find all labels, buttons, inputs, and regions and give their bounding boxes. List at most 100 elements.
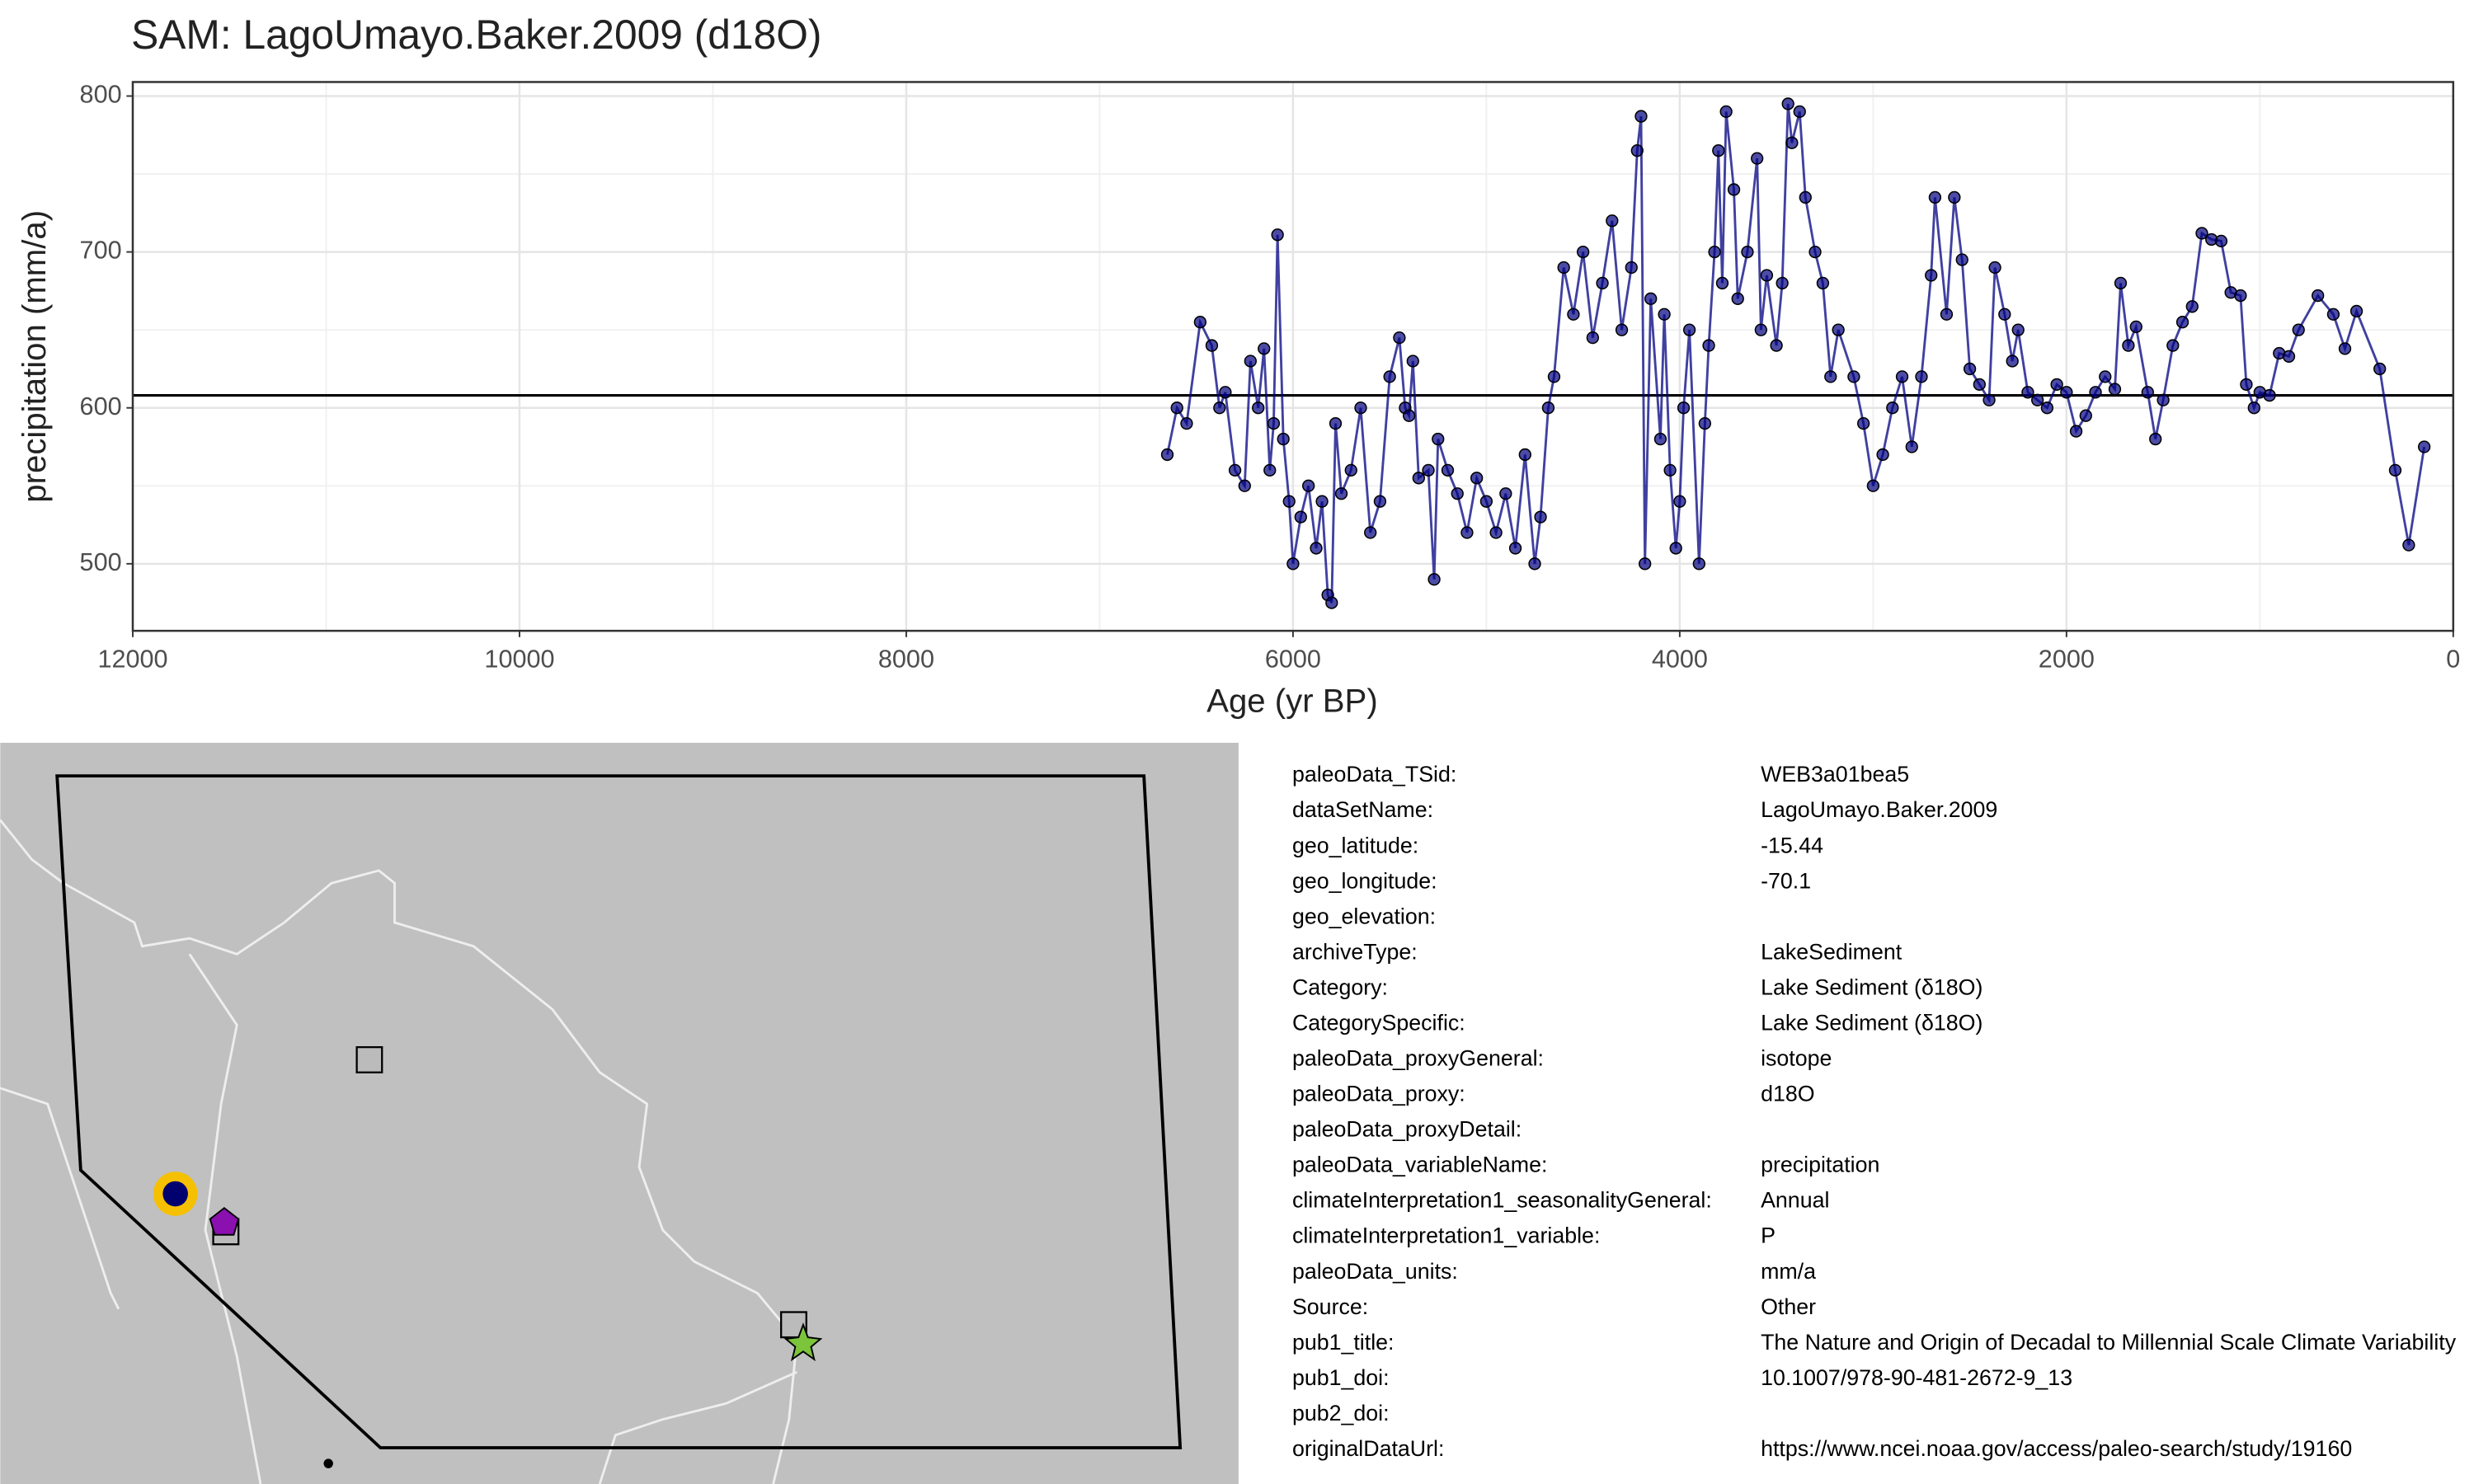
metadata-key: paleoData_proxy: <box>1292 1082 1465 1106</box>
data-point <box>2349 304 2363 318</box>
data-point <box>1205 339 1219 352</box>
x-tick-label: 8000 <box>878 646 934 674</box>
data-point <box>1567 308 1580 321</box>
data-point <box>1422 463 1435 477</box>
data-point <box>1528 557 1541 571</box>
data-point <box>1669 542 1682 555</box>
data-point <box>2079 409 2092 422</box>
metadata-key: geo_longitude: <box>1292 868 1437 893</box>
metadata-value: WEB3a01bea5 <box>1761 762 1909 787</box>
data-point <box>2166 339 2180 352</box>
metadata-key: paleoData_proxyGeneral: <box>1292 1046 1544 1071</box>
data-point <box>1499 487 1512 500</box>
x-tick-label: 0 <box>2446 646 2460 674</box>
data-point <box>1625 261 1638 275</box>
data-point <box>1866 479 1880 492</box>
data-point <box>1302 479 1315 492</box>
data-point <box>2149 432 2162 446</box>
metadata-key: Source: <box>1292 1294 1368 1319</box>
data-point <box>1383 370 1396 383</box>
metadata-value: Lake Sediment (δ18O) <box>1761 1010 1982 1035</box>
data-point <box>2114 276 2128 290</box>
data-point <box>1982 393 1996 406</box>
data-point <box>1886 402 1899 415</box>
data-point <box>1719 105 1733 119</box>
metadata-value: Annual <box>1761 1188 1829 1213</box>
data-point <box>1816 276 1830 290</box>
map-background <box>0 742 1239 1484</box>
metadata-value: -70.1 <box>1761 868 1811 893</box>
metadata-value: https://www.ncei.noaa.gov/access/paleo-s… <box>1761 1436 2352 1461</box>
x-tick-label: 4000 <box>1652 646 1708 674</box>
data-point <box>1856 416 1870 430</box>
data-point <box>1267 416 1281 430</box>
data-point <box>1219 386 1232 399</box>
data-point <box>1310 542 1323 555</box>
data-point <box>2006 355 2019 368</box>
region-outline <box>55 774 1183 1449</box>
data-point <box>1354 402 1367 415</box>
metadata-key: pub2_doi: <box>1292 1401 1390 1425</box>
data-point <box>2031 393 2044 406</box>
metadata-table: paleoData_TSid: WEB3a01bea5 dataSetName: La… <box>1292 762 2457 1461</box>
data-point <box>2050 378 2063 391</box>
data-point <box>1393 331 1406 345</box>
selected-site <box>162 1181 188 1207</box>
data-point <box>1606 214 1619 228</box>
data-point <box>1639 557 1652 571</box>
data-point <box>1793 105 1806 119</box>
data-point <box>2234 289 2247 303</box>
data-point <box>2141 386 2154 399</box>
data-point <box>1329 416 1343 430</box>
data-point <box>1252 402 1265 415</box>
metadata-key: climateInterpretation1_variable: <box>1292 1223 1600 1248</box>
metadata-key: Category: <box>1292 974 1388 999</box>
data-point <box>1808 245 1822 259</box>
data-point <box>1963 362 1977 376</box>
data-point <box>2373 362 2387 376</box>
data-point <box>1727 183 1741 196</box>
data-point <box>1541 402 1555 415</box>
data-point <box>1406 355 1419 368</box>
data-point <box>1263 463 1277 477</box>
data-point <box>1634 110 1648 123</box>
data-point <box>1698 416 1712 430</box>
data-point <box>1286 557 1300 571</box>
data-point <box>1988 261 2001 275</box>
data-point <box>1460 526 1474 539</box>
data-point <box>1955 253 1968 266</box>
data-point <box>1508 542 1522 555</box>
site-marker <box>209 1207 240 1236</box>
metadata-value: Lake Sediment (δ18O) <box>1761 974 1982 999</box>
data-point <box>1534 510 1547 524</box>
metadata-key: originalDataUrl: <box>1292 1436 1444 1461</box>
data-point <box>1213 402 1226 415</box>
data-point <box>1334 487 1348 500</box>
data-point <box>2129 320 2142 334</box>
chart-title: SAM: LagoUmayo.Baker.2009 (d18O) <box>131 12 821 58</box>
data-point <box>2069 425 2083 438</box>
data-point <box>2263 388 2276 402</box>
metadata-value: LakeSediment <box>1761 939 1903 964</box>
data-point <box>1940 308 1954 321</box>
data-point <box>1170 402 1183 415</box>
data-point <box>1277 432 1290 446</box>
data-point <box>1663 463 1677 477</box>
data-point <box>1677 402 1691 415</box>
data-point <box>1895 370 1909 383</box>
data-point <box>1518 448 1531 462</box>
metadata-value: d18O <box>1761 1082 1814 1106</box>
data-point <box>1702 339 1715 352</box>
x-axis-label: Age (yr BP) <box>1206 683 1378 720</box>
data-point <box>1271 228 1284 242</box>
data-point <box>2247 402 2260 415</box>
data-point <box>1489 526 1503 539</box>
metadata-key: dataSetName: <box>1292 797 1433 822</box>
map <box>0 742 1239 1484</box>
metadata-key: climateInterpretation1_seasonalityGenera… <box>1292 1188 1712 1213</box>
data-point <box>2185 300 2199 313</box>
data-point <box>1432 432 1445 446</box>
data-point <box>2292 323 2305 336</box>
metadata-value: -15.44 <box>1761 833 1823 857</box>
